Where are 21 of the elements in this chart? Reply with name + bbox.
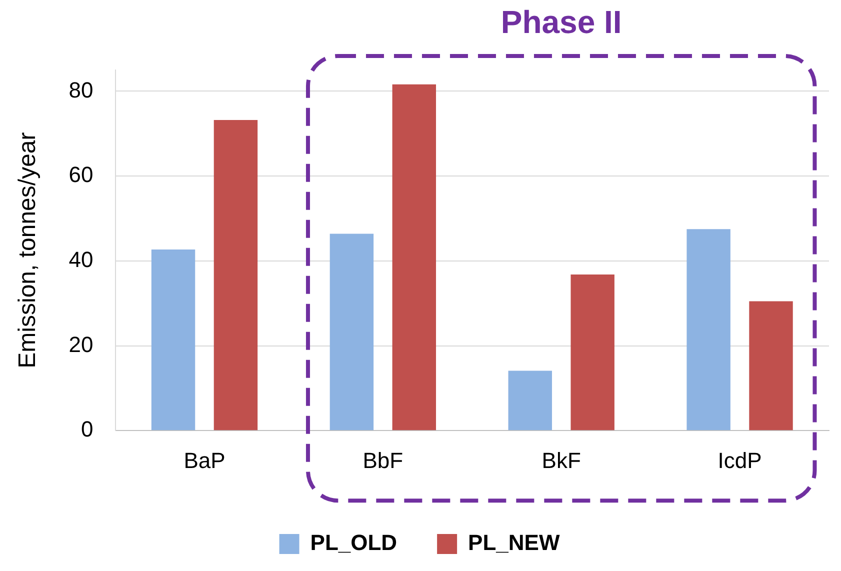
bar bbox=[749, 301, 793, 430]
bar bbox=[151, 249, 196, 430]
x-tick-label: BkF bbox=[542, 448, 581, 473]
bar bbox=[508, 370, 552, 430]
bar bbox=[214, 120, 258, 430]
y-tick-label: 0 bbox=[81, 416, 94, 442]
bar bbox=[686, 229, 730, 430]
bar bbox=[570, 274, 614, 430]
x-tick-label: BaP bbox=[184, 448, 226, 473]
x-tick-label: IcdP bbox=[718, 448, 762, 473]
y-tick-label: 40 bbox=[68, 246, 94, 272]
text: Phase II bbox=[500, 4, 622, 41]
bar bbox=[392, 84, 436, 430]
y-tick-label: 20 bbox=[68, 332, 94, 357]
y-tick-label: 60 bbox=[68, 162, 94, 188]
legend-label: PL_OLD bbox=[310, 530, 398, 556]
legend-label: PL_NEW bbox=[468, 530, 560, 556]
x-tick-label: BbF bbox=[362, 448, 404, 473]
y-axis-title: Emission, tonnes/year bbox=[14, 132, 42, 368]
y-tick-label: 80 bbox=[68, 77, 94, 102]
bar bbox=[330, 234, 374, 430]
